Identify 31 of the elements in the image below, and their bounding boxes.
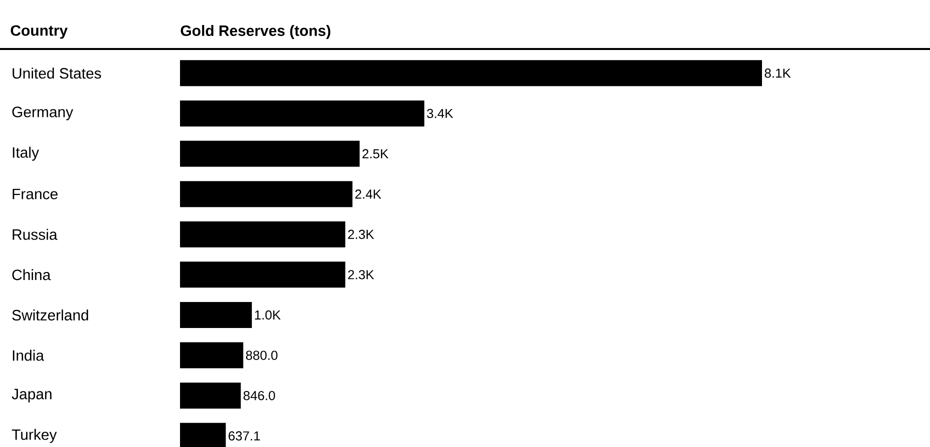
data-label: 2.5K bbox=[362, 149, 388, 158]
x-axis-title: Gold Reserves (tons) bbox=[180, 25, 330, 39]
y-tick-label: Italy bbox=[12, 146, 40, 161]
y-tick-label: Turkey bbox=[12, 428, 57, 443]
data-label: 880.0 bbox=[246, 350, 278, 360]
y-tick-label: Japan bbox=[12, 388, 52, 402]
bar bbox=[180, 181, 352, 208]
data-label: 3.4K bbox=[427, 108, 454, 118]
y-tick-label: Germany bbox=[12, 106, 74, 120]
data-label: 2.3K bbox=[348, 230, 374, 239]
bar bbox=[180, 100, 424, 126]
bar bbox=[180, 262, 346, 288]
y-tick-label: India bbox=[12, 350, 44, 361]
text: Country bbox=[10, 25, 68, 39]
data-label: 2.4K bbox=[355, 190, 382, 199]
data-label: 1.0K bbox=[255, 310, 281, 320]
data-label: 637.1 bbox=[228, 431, 260, 441]
bar bbox=[180, 140, 360, 167]
data-label: 8.1K bbox=[764, 68, 791, 78]
bar bbox=[180, 302, 252, 328]
y-tick-label: United States bbox=[12, 68, 102, 79]
bar bbox=[180, 382, 241, 409]
bar bbox=[180, 60, 762, 86]
data-label: 846.0 bbox=[244, 391, 276, 400]
y-tick-label: China bbox=[12, 269, 51, 280]
data-label: 2.3K bbox=[348, 270, 374, 280]
y-tick-label: France bbox=[12, 188, 58, 200]
bar bbox=[180, 221, 346, 248]
y-tick-label: Switzerland bbox=[12, 309, 88, 320]
y-tick-label: Russia bbox=[12, 228, 58, 240]
bar bbox=[180, 342, 244, 368]
